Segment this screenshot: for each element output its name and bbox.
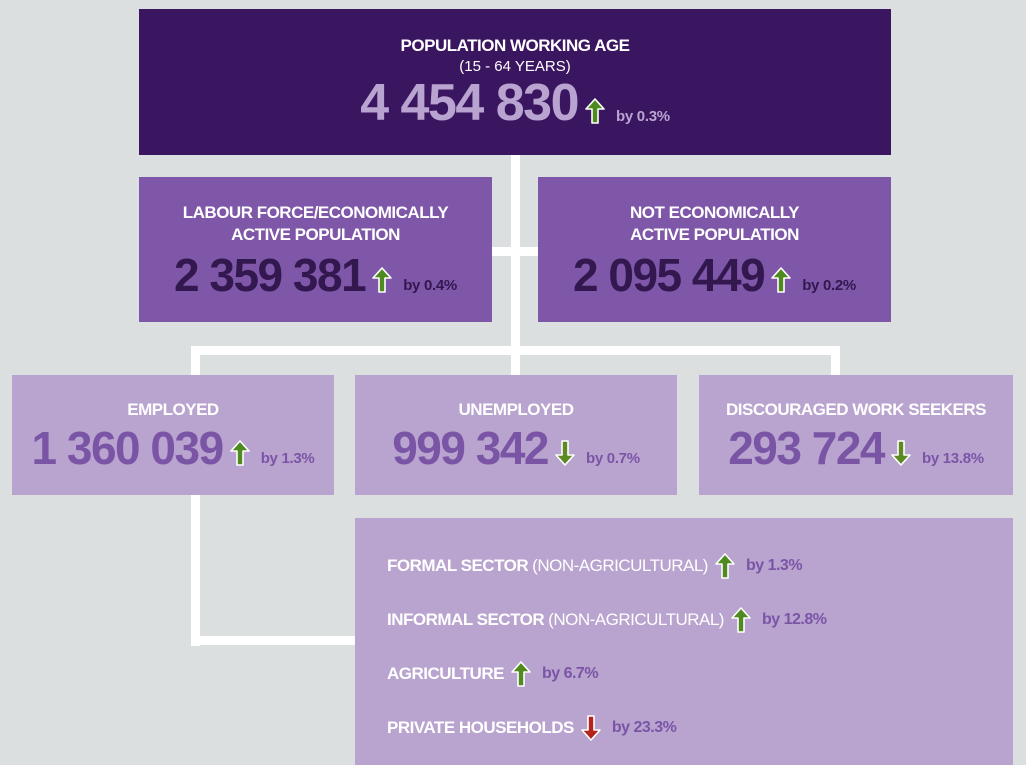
arrow-shape [229, 440, 250, 466]
title: POPULATION WORKING AGE [400, 36, 630, 55]
value-row: 293 724 by 13.8% [728, 425, 984, 471]
arrow-shape [891, 440, 911, 466]
sector-note: (NON-AGRICULTURAL) [532, 556, 708, 575]
sector-change: by 12.8% [761, 611, 827, 628]
sectors-box: FORMAL SECTOR (NON-AGRICULTURAL) by 1.3% IN… [355, 518, 1013, 765]
arrow-shape [581, 715, 601, 741]
trend-arrow [229, 439, 251, 471]
change: by 1.3% [260, 450, 315, 467]
connector [831, 346, 840, 378]
value: 1 360 039 [31, 422, 225, 474]
value-row: 4 454 830 by 0.3% [360, 77, 670, 129]
change: by 13.8% [921, 450, 984, 467]
sector-row: FORMAL SECTOR (NON-AGRICULTURAL) by 1.3% [387, 552, 803, 580]
change: by 0.2% [802, 276, 856, 294]
value: 2 359 381 [174, 248, 367, 301]
labour-box: LABOUR FORCE/ECONOMICALLY ACTIVE POPULAT… [139, 177, 492, 322]
sector-change: by 23.3% [611, 719, 677, 736]
trend-arrow [584, 97, 606, 129]
sector-name: PRIVATE HOUSEHOLDS [387, 718, 574, 737]
arrow-shape [555, 440, 575, 466]
trend-arrow [890, 439, 912, 471]
value: 293 724 [728, 422, 885, 474]
value-row: 999 342 by 0.7% [392, 425, 640, 471]
sector-name: INFORMAL SECTOR [387, 610, 545, 629]
subtitle: (15 - 64 YEARS) [459, 58, 571, 75]
sector-label: FORMAL SECTOR (NON-AGRICULTURAL) [387, 556, 708, 576]
sector-label: INFORMAL SECTOR (NON-AGRICULTURAL) [387, 610, 724, 630]
arrow-icon [581, 715, 601, 741]
arrow-icon [891, 440, 911, 466]
arrow-icon [585, 98, 605, 124]
connector [490, 247, 540, 256]
arrow-icon [372, 266, 392, 293]
top-box: POPULATION WORKING AGE (15 - 64 YEARS) 4… [139, 9, 891, 155]
trend-arrow [730, 606, 752, 634]
sector-note: (NON-AGRICULTURAL) [548, 610, 724, 629]
title: ACTIVE POPULATION [231, 224, 400, 244]
sector-name: AGRICULTURE [387, 664, 504, 683]
sector-change: by 6.7% [541, 665, 599, 682]
arrow-icon [715, 553, 735, 579]
arrow-icon [511, 661, 531, 687]
value: 999 342 [392, 422, 549, 474]
connector [191, 636, 357, 645]
trend-arrow [510, 660, 532, 688]
discouraged-box: DISCOURAGED WORK SEEKERS 293 724 by 13.8… [699, 375, 1013, 495]
title: DISCOURAGED WORK SEEKERS [725, 400, 987, 419]
unemployed-box: UNEMPLOYED 999 342 by 0.7% [355, 375, 677, 495]
connector [511, 150, 520, 378]
sector-label: PRIVATE HOUSEHOLDS [387, 718, 574, 738]
trend-arrow [371, 266, 393, 298]
arrow-shape [372, 266, 392, 293]
arrow-icon [555, 440, 575, 466]
arrow-icon [771, 266, 791, 293]
arrow-shape [771, 266, 791, 293]
value: 2 095 449 [573, 248, 766, 301]
trend-arrow [580, 714, 602, 742]
arrow-icon [229, 440, 250, 466]
sector-row: AGRICULTURE by 6.7% [387, 660, 599, 688]
change: by 0.4% [403, 276, 457, 294]
value: 4 454 830 [360, 74, 579, 132]
connector [191, 346, 840, 355]
sector-change: by 1.3% [745, 557, 803, 574]
inactive-box: NOT ECONOMICALLY ACTIVE POPULATION 2 095… [538, 177, 891, 322]
sector-label: AGRICULTURE [387, 664, 504, 684]
title: EMPLOYED [127, 400, 219, 419]
trend-arrow [770, 266, 792, 298]
arrow-shape [715, 553, 735, 579]
title: LABOUR FORCE/ECONOMICALLY [182, 202, 449, 222]
trend-arrow [714, 552, 736, 580]
title: ACTIVE POPULATION [630, 224, 799, 244]
value-row: 2 359 381 by 0.4% [174, 252, 457, 298]
value-row: 1 360 039 by 1.3% [32, 425, 315, 471]
title: UNEMPLOYED [458, 400, 574, 419]
change: by 0.3% [616, 108, 670, 125]
title: NOT ECONOMICALLY [630, 202, 799, 222]
employed-box: EMPLOYED 1 360 039 by 1.3% [12, 375, 334, 495]
sector-row: PRIVATE HOUSEHOLDS by 23.3% [387, 714, 677, 742]
arrow-icon [731, 607, 751, 633]
connector [191, 346, 200, 646]
sector-name: FORMAL SECTOR [387, 556, 529, 575]
trend-arrow [554, 439, 576, 471]
sector-row: INFORMAL SECTOR (NON-AGRICULTURAL) by 12.8… [387, 606, 827, 634]
change: by 0.7% [586, 450, 640, 467]
arrow-shape [731, 607, 751, 633]
arrow-shape [511, 661, 531, 687]
arrow-shape [585, 98, 605, 124]
value-row: 2 095 449 by 0.2% [573, 252, 856, 298]
